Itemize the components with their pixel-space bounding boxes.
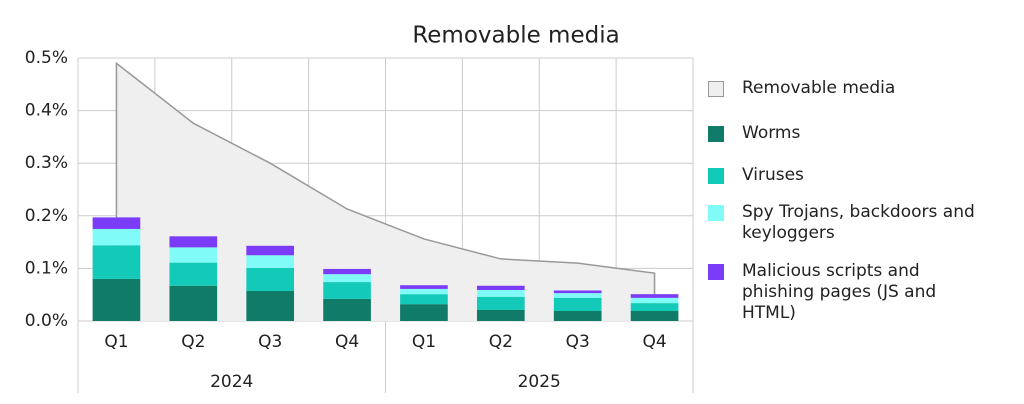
bar-segment bbox=[92, 278, 141, 321]
bar-segment bbox=[476, 285, 525, 290]
legend-label: Worms bbox=[742, 123, 801, 143]
legend-item: Malicious scripts and phishing pages (JS… bbox=[706, 261, 1016, 324]
y-tick-label: 0.3% bbox=[25, 153, 68, 173]
bar-segment bbox=[553, 290, 602, 294]
bar-segment bbox=[246, 267, 295, 292]
bar-segment bbox=[169, 236, 218, 248]
legend-swatch bbox=[708, 81, 724, 97]
bar-segment bbox=[323, 268, 371, 275]
bar-segment bbox=[400, 288, 448, 295]
x-tick-label: Q4 bbox=[642, 332, 666, 352]
bar-segment bbox=[630, 303, 679, 312]
bar-segment bbox=[169, 247, 218, 263]
x-tick-label: Q1 bbox=[104, 332, 128, 352]
legend-label: Removable media bbox=[742, 78, 896, 98]
legend-label: Spy Trojans, backdoors and keyloggers bbox=[742, 202, 975, 243]
legend-swatch bbox=[708, 264, 724, 280]
bar-segment bbox=[630, 297, 679, 304]
bar-segment bbox=[92, 217, 141, 229]
x-tick-label: Q3 bbox=[566, 332, 590, 352]
bar-segment bbox=[92, 228, 141, 246]
legend-item: Removable media bbox=[706, 78, 1016, 99]
y-tick-label: 0.1% bbox=[25, 258, 68, 278]
bar-segment bbox=[630, 294, 679, 298]
group-label: 2024 bbox=[210, 372, 253, 392]
y-tick-label: 0.0% bbox=[25, 311, 68, 331]
legend: Removable media Worms Viruses Spy Trojans, … bbox=[706, 78, 1016, 324]
bar-segment bbox=[553, 293, 602, 298]
legend-label: Malicious scripts and phishing pages (JS… bbox=[742, 261, 937, 323]
bar-segment bbox=[323, 274, 371, 283]
bar-segment bbox=[246, 245, 295, 256]
legend-swatch bbox=[708, 168, 724, 184]
y-tick-label: 0.5% bbox=[25, 48, 68, 68]
area-line bbox=[115, 61, 656, 321]
x-tick-label: Q4 bbox=[335, 332, 359, 352]
bar-segment bbox=[323, 298, 371, 321]
bar-segment bbox=[400, 285, 448, 289]
bar-segment bbox=[553, 297, 602, 312]
bar-segment bbox=[246, 255, 295, 268]
legend-item: Worms bbox=[706, 123, 1016, 144]
legend-swatch bbox=[708, 126, 724, 142]
legend-item: Spy Trojans, backdoors and keyloggers bbox=[706, 202, 1016, 244]
y-tick-label: 0.4% bbox=[25, 101, 68, 121]
bar-segment bbox=[92, 245, 141, 279]
bar-segment bbox=[476, 289, 525, 297]
x-tick-label: Q2 bbox=[181, 332, 205, 352]
bar-segment bbox=[476, 309, 525, 321]
group-label: 2025 bbox=[518, 372, 561, 392]
bar-segment bbox=[400, 294, 448, 305]
bar-segment bbox=[169, 262, 218, 286]
bar-segment bbox=[323, 282, 371, 299]
chart-title: Removable media bbox=[412, 23, 619, 49]
x-tick-label: Q2 bbox=[489, 332, 513, 352]
bar-segment bbox=[400, 304, 448, 321]
x-tick-label: Q1 bbox=[412, 332, 436, 352]
x-tick-label: Q3 bbox=[258, 332, 282, 352]
bar-segment bbox=[553, 311, 602, 321]
bar-segment bbox=[169, 285, 218, 321]
bar-segment bbox=[630, 311, 679, 321]
legend-label: Viruses bbox=[742, 165, 804, 185]
y-tick-label: 0.2% bbox=[25, 206, 68, 226]
legend-item: Viruses bbox=[706, 165, 1016, 186]
legend-swatch bbox=[708, 205, 724, 221]
bar-segment bbox=[246, 291, 295, 321]
bar-segment bbox=[476, 296, 525, 310]
